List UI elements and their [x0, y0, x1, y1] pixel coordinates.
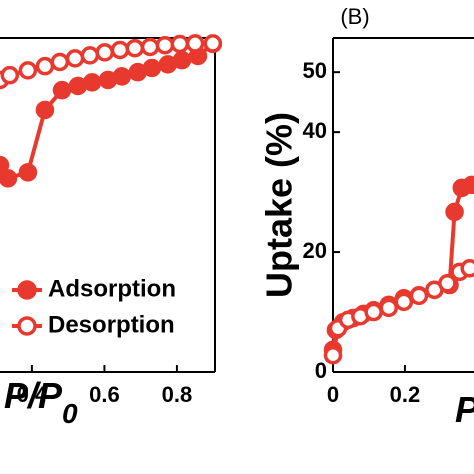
x-tick-label: 0.6: [89, 382, 120, 407]
data-point: [18, 163, 38, 182]
data-point: [460, 259, 474, 278]
x-axis-label-sub: 0: [62, 398, 78, 429]
data-point: [50, 52, 70, 72]
y-tick-label: 0: [315, 358, 327, 383]
data-point: [155, 35, 175, 55]
data-point: [112, 67, 132, 86]
legend-label: Adsorption: [48, 275, 176, 302]
plot-area: [0, 34, 223, 188]
data-point: [445, 202, 464, 222]
data-point: [0, 65, 20, 85]
data-point: [462, 175, 474, 195]
data-point: [379, 298, 399, 318]
data-point: [172, 50, 192, 70]
data-point: [82, 73, 102, 92]
data-point: [142, 58, 162, 78]
y-axis-label: Uptake (%): [259, 112, 300, 298]
data-point: [110, 40, 130, 60]
data-point: [0, 155, 10, 175]
data-point: [364, 302, 383, 322]
x-axis-label-main: P/P: [455, 389, 474, 430]
plot-area: [323, 175, 474, 365]
data-point: [438, 274, 457, 293]
data-point: [323, 345, 343, 365]
y-tick-label: 20: [303, 238, 327, 263]
data-point: [35, 56, 55, 76]
y-tick-label: 50: [303, 58, 327, 83]
panel-label: (B): [340, 4, 369, 29]
data-point: [95, 43, 115, 62]
data-point: [35, 100, 55, 120]
data-point: [0, 169, 18, 188]
legend-marker: [17, 280, 37, 300]
data-point: [65, 49, 85, 68]
data-point: [18, 61, 38, 80]
legend-marker: [17, 316, 37, 336]
y-tick-label: 40: [303, 118, 327, 143]
x-axis-label: P/P0: [4, 375, 78, 430]
data-point: [170, 34, 190, 54]
x-axis-label-main: P/P: [4, 375, 63, 416]
x-axis-label: P/P0: [455, 389, 474, 444]
legend-label: Desorption: [48, 311, 175, 338]
data-point: [52, 80, 72, 100]
data-point: [409, 286, 429, 306]
data-point: [394, 292, 414, 312]
x-tick-label: 0.8: [162, 382, 193, 407]
data-point: [140, 37, 160, 57]
x-tick-label: 0.2: [390, 382, 421, 407]
data-point: [185, 34, 205, 53]
x-tick-label: 0: [327, 382, 339, 407]
data-point: [203, 34, 223, 53]
x-tick-label: 0.4: [17, 382, 48, 407]
data-point: [80, 46, 100, 65]
data-point: [125, 38, 145, 58]
